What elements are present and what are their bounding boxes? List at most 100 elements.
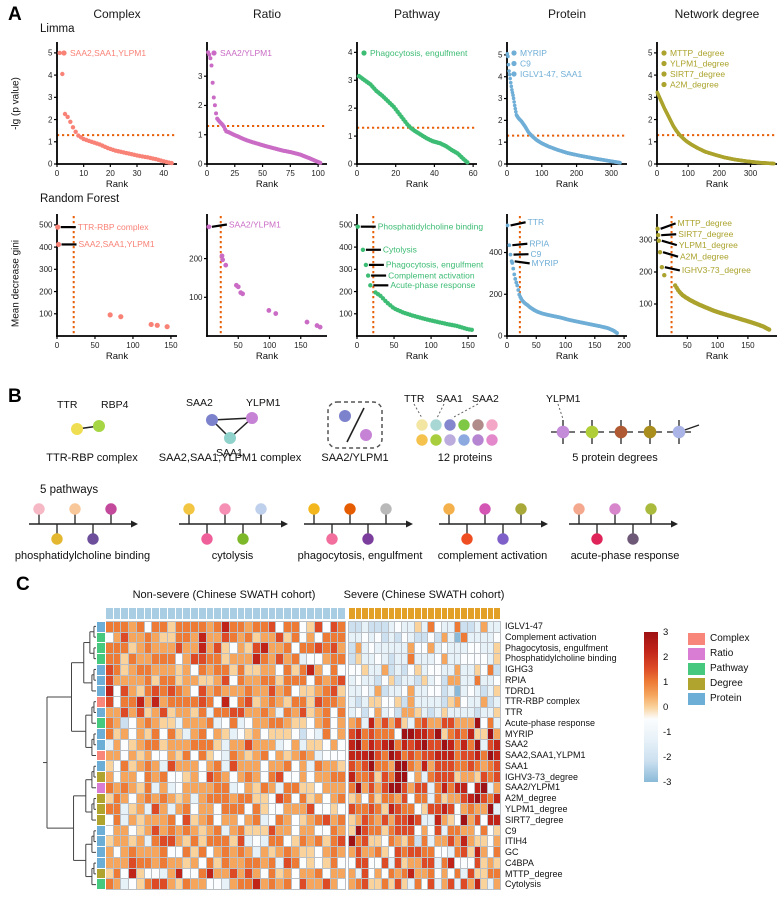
heatmap-cell — [276, 622, 284, 632]
protein-dot — [444, 434, 456, 446]
heatmap-cell — [461, 814, 467, 825]
column-annotation-cell — [222, 608, 229, 619]
text-label: 3 — [198, 72, 203, 81]
text-label: 150 — [294, 341, 308, 350]
row-dendrogram — [43, 625, 96, 886]
heatmap-cell — [467, 664, 474, 675]
data-point — [55, 224, 61, 230]
row-annotation-protein — [97, 686, 105, 697]
annotation-dot — [511, 60, 517, 67]
heatmap-cell — [461, 772, 467, 782]
heatmap-cell — [121, 804, 129, 814]
heatmap-cell — [284, 782, 291, 793]
column-annotation-cell — [198, 608, 206, 619]
heatmap-cell — [448, 825, 454, 836]
text-label: 100 — [263, 341, 277, 350]
annotation-dot — [511, 50, 517, 56]
heatmap-cell — [206, 664, 214, 675]
heatmap-cell — [229, 622, 237, 632]
heatmap-cell — [214, 654, 222, 664]
heatmap-cell — [152, 622, 160, 632]
protein-dot — [458, 434, 470, 446]
heatmap-cell — [322, 857, 330, 868]
heatmap-cell — [268, 857, 276, 868]
column-annotation-cell — [307, 608, 315, 619]
heatmap-cell — [434, 632, 441, 643]
heatmap-cell — [206, 675, 214, 686]
heatmap-cell — [349, 622, 355, 632]
category-label-complex: Complex — [710, 633, 750, 644]
heatmap-cell — [167, 825, 175, 836]
heatmap-cell — [349, 739, 355, 750]
heatmap-cell — [454, 804, 461, 814]
heatmap-cell — [461, 739, 467, 750]
heatmap-cell — [152, 686, 160, 697]
heatmap-cell — [136, 739, 144, 750]
protein-dot — [416, 419, 428, 431]
heatmap-row-label: SAA1 — [505, 760, 529, 771]
degree-node — [585, 425, 599, 439]
column-annotation-cell — [191, 608, 198, 619]
heatmap-cell — [448, 750, 454, 761]
category-legend: Complex Ratio Pathway Degree Protein — [688, 631, 749, 706]
heatmap-cell — [307, 868, 315, 879]
text-label: 75 — [286, 169, 295, 178]
data-point — [70, 125, 76, 130]
pathway-diagram-2 — [179, 503, 288, 545]
column-annotation-cell — [315, 608, 322, 619]
text-label: 2 — [348, 104, 353, 113]
degree-node — [643, 425, 657, 439]
heatmap-cell — [276, 664, 284, 675]
heatmap-cell — [191, 847, 198, 857]
pathway-protein-dot — [105, 503, 117, 515]
heatmap-cell — [191, 707, 198, 718]
heatmap-cell — [129, 814, 136, 825]
row-annotation-protein — [97, 707, 105, 718]
heatmap-cell — [160, 697, 167, 707]
heatmap-cell — [268, 643, 276, 654]
heatmap-cell — [307, 729, 315, 739]
heatmap-cell — [401, 654, 408, 664]
heatmap-severe-block — [348, 621, 501, 890]
text-label: 100 — [311, 169, 325, 178]
annotation-dot — [211, 50, 217, 56]
heatmap-cell — [245, 847, 253, 857]
data-point — [512, 103, 517, 108]
heatmap-cell — [113, 836, 121, 847]
heatmap-cell — [388, 825, 395, 836]
heatmap-cell — [175, 707, 183, 718]
heatmap-cell — [330, 654, 338, 664]
heatmap-cell — [167, 622, 175, 632]
heatmap-cell — [175, 622, 183, 632]
heatmap-cell — [415, 847, 421, 857]
heatmap-cell — [121, 879, 129, 889]
heatmap-cell — [106, 739, 113, 750]
heatmap-cell — [362, 622, 368, 632]
heatmap-cell — [368, 622, 375, 632]
row-annotation-protein — [97, 739, 105, 750]
heatmap-cell — [237, 707, 245, 718]
text-label: 200 — [339, 287, 353, 296]
heatmap-cell — [349, 772, 355, 782]
heatmap-cell — [284, 847, 291, 857]
heatmap-cell — [129, 718, 136, 729]
heatmap-cell — [284, 622, 291, 632]
heatmap-cell — [229, 632, 237, 643]
annotation-dot — [61, 50, 67, 56]
node-ylpm1 — [360, 429, 372, 441]
heatmap-cell — [322, 718, 330, 729]
heatmap-cell — [408, 739, 415, 750]
heatmap-cell — [183, 697, 191, 707]
heatmap-cell — [487, 718, 494, 729]
heatmap-cell — [368, 761, 375, 772]
heatmap-cell — [206, 739, 214, 750]
data-point — [469, 327, 475, 332]
heatmap-cell — [448, 686, 454, 697]
heatmap-cell — [415, 729, 421, 739]
heatmap-cell — [454, 739, 461, 750]
heatmap-cell — [276, 761, 284, 772]
heatmap-cell — [401, 686, 408, 697]
heatmap-cell — [315, 654, 322, 664]
heatmap-cell — [315, 632, 322, 643]
heatmap-cell — [229, 836, 237, 847]
